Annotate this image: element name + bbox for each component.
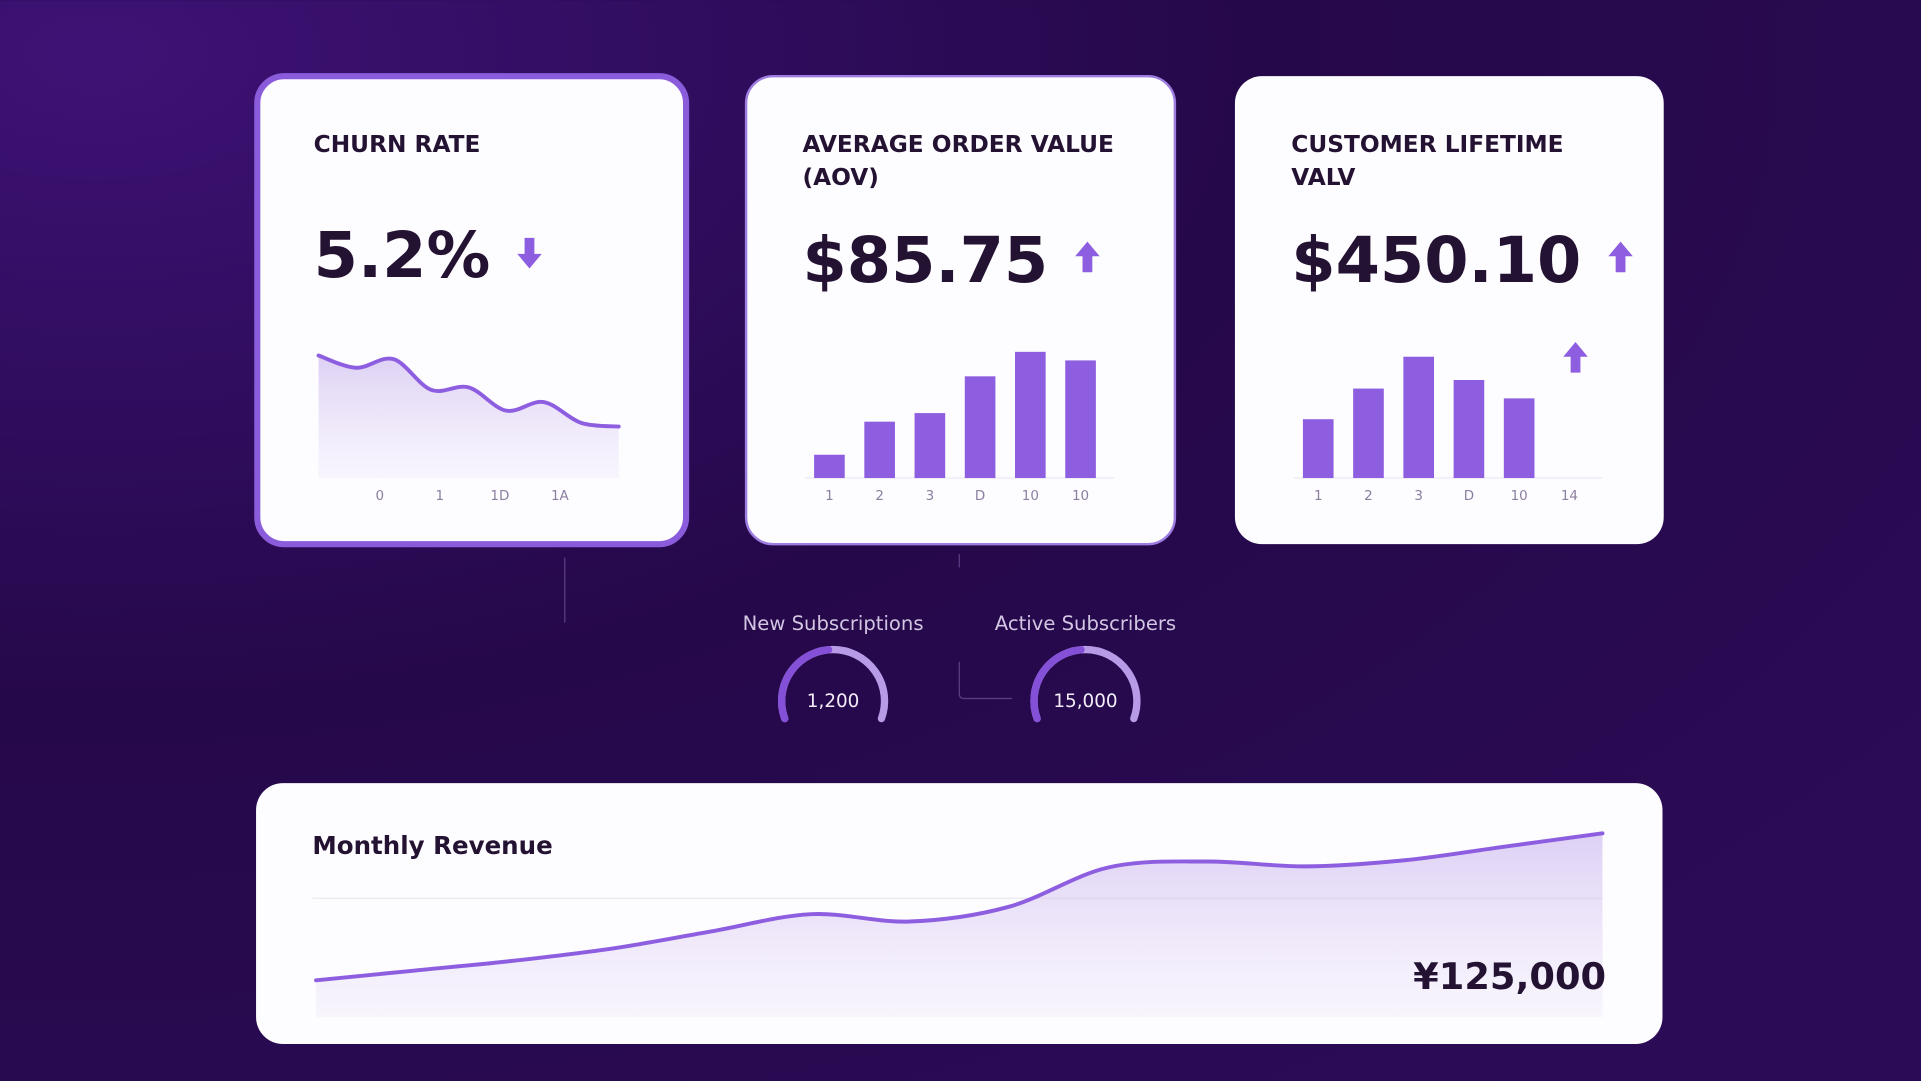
x-tick-label: 10 xyxy=(1072,488,1089,504)
x-tick-label: D xyxy=(975,488,985,504)
card-title: Monthly Revenue xyxy=(312,831,552,860)
revenue-value: ¥125,000 xyxy=(1413,955,1606,998)
kpi-card: CUSTOMER LIFETIME VALV $450.10 1 2 3 D 10 14 xyxy=(1234,76,1664,545)
x-tick-label: 1A xyxy=(551,488,570,504)
bar xyxy=(964,376,996,479)
x-tick-label: 3 xyxy=(926,488,935,504)
x-tick-label: 2 xyxy=(1364,488,1373,504)
x-tick-label: 1 xyxy=(436,488,445,504)
bar xyxy=(1065,360,1096,479)
trend-arrow xyxy=(517,237,542,269)
trend-arrow xyxy=(1075,241,1100,273)
gauge-value: 1,200 xyxy=(807,691,860,712)
bar xyxy=(1302,419,1334,479)
card-title: AVERAGE ORDER VALUE xyxy=(802,131,1113,158)
bar xyxy=(1453,380,1485,479)
gauge-fill xyxy=(777,646,833,723)
x-tick-label: 10 xyxy=(1022,488,1039,504)
line xyxy=(316,353,621,429)
kpi-card: AVERAGE ORDER VALUE (AOV) $85.75 1 2 3 D 10 10 xyxy=(744,74,1177,546)
gauge-label: Active Subscribers xyxy=(995,612,1176,635)
x-tick-label: 2 xyxy=(875,488,884,504)
bar xyxy=(1403,356,1435,479)
decor-arrow xyxy=(1563,342,1588,373)
area xyxy=(318,355,619,479)
x-tick-label: 0 xyxy=(376,488,385,504)
x-tick-label: 1 xyxy=(825,488,834,504)
x-tick-label: 14 xyxy=(1561,488,1578,504)
bar xyxy=(1015,351,1046,479)
bar xyxy=(864,421,895,479)
card xyxy=(1234,76,1664,545)
kpi-value: $450.10 xyxy=(1291,224,1581,298)
x-tick-label: 1D xyxy=(490,488,509,504)
bar xyxy=(914,413,946,479)
gauge-value: 15,000 xyxy=(1053,691,1117,712)
gauge-label: New Subscriptions xyxy=(743,612,924,635)
kpi-value: 5.2% xyxy=(314,219,491,293)
x-tick-label: 10 xyxy=(1511,488,1528,504)
card-title: VALV xyxy=(1291,164,1355,191)
kpi-value: $85.75 xyxy=(802,224,1048,298)
x-tick-label: 3 xyxy=(1414,488,1423,504)
bar xyxy=(1503,398,1535,479)
x-tick-label: D xyxy=(1464,488,1474,504)
card-title: (AOV) xyxy=(802,164,878,191)
card-title: CHURN RATE xyxy=(314,131,481,158)
line xyxy=(314,831,1605,983)
trend-arrow xyxy=(1608,241,1633,273)
x-tick-label: 1 xyxy=(1314,488,1323,504)
area xyxy=(316,833,1603,1018)
connectors xyxy=(564,553,1012,700)
card-title: CUSTOMER LIFETIME xyxy=(1291,131,1563,158)
bar xyxy=(814,454,845,479)
gauge-fill xyxy=(1030,646,1085,723)
bar xyxy=(1353,388,1384,479)
